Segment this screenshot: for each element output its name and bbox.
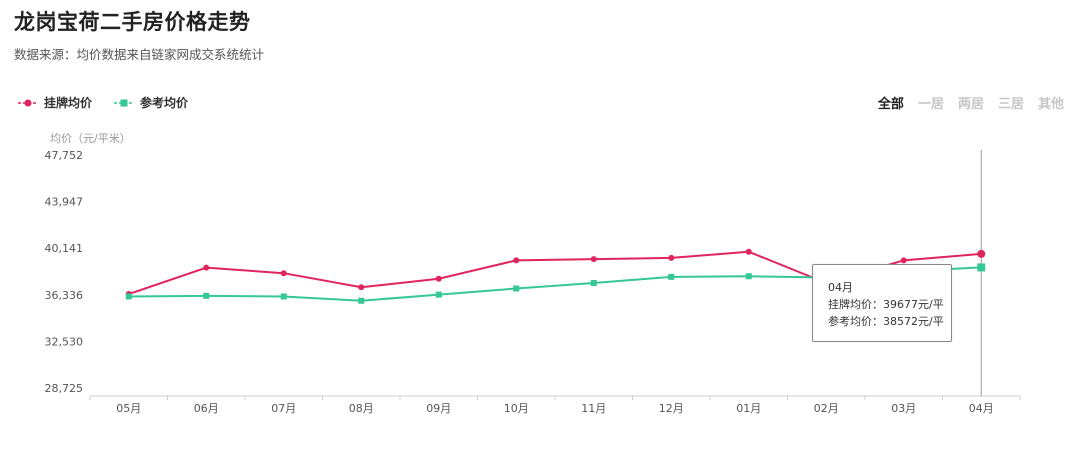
series-1-point xyxy=(125,293,132,300)
series-1-point xyxy=(590,279,597,286)
tooltip-reference-price: 参考均价：38572元/平 xyxy=(828,315,944,328)
series-1-point xyxy=(977,263,986,272)
x-tick-label: 12月 xyxy=(659,402,684,415)
legend-marker-square-icon xyxy=(114,99,135,106)
x-tick-label: 03月 xyxy=(891,402,916,415)
tooltip-listing-price: 挂牌均价：39677元/平 xyxy=(828,298,944,311)
series-0-point xyxy=(668,254,675,261)
y-tick-label: 32,530 xyxy=(45,335,84,348)
series-0-point xyxy=(745,248,752,255)
series-1-point xyxy=(668,273,675,280)
x-tick-label: 01月 xyxy=(736,402,761,415)
series-1-point xyxy=(280,293,287,300)
legend: 挂牌均价 参考均价 xyxy=(18,94,210,111)
series-1-point xyxy=(358,297,365,304)
x-tick-label: 02月 xyxy=(814,402,839,415)
y-tick-label: 36,336 xyxy=(45,289,84,302)
series-0-point xyxy=(203,264,210,271)
tab-two-rooms[interactable]: 两居 xyxy=(957,97,984,112)
legend-item-listing-price[interactable]: 挂牌均价 xyxy=(18,94,92,111)
series-0-point xyxy=(590,256,597,263)
tab-other[interactable]: 其他 xyxy=(1037,97,1064,112)
series-0-point xyxy=(435,275,442,282)
series-0-point xyxy=(358,284,365,291)
x-tick-label: 10月 xyxy=(504,402,529,415)
series-1-point xyxy=(745,273,752,280)
series-0-point xyxy=(513,257,520,264)
y-tick-label: 47,752 xyxy=(45,149,84,162)
chart-subtitle: 数据来源：均价数据来自链家网成交系统统计 xyxy=(14,47,265,62)
x-tick-label: 05月 xyxy=(116,402,141,415)
chart-title: 龙岗宝荷二手房价格走势 xyxy=(14,10,251,34)
tab-one-room[interactable]: 一居 xyxy=(917,97,944,112)
series-1-point xyxy=(435,291,442,298)
y-tick-label: 28,725 xyxy=(45,382,84,395)
room-type-tabs: 全部 一居 两居 三居 其他 xyxy=(864,93,1064,112)
y-tick-label: 40,141 xyxy=(45,242,84,255)
series-1-point xyxy=(203,292,210,299)
y-tick-label: 43,947 xyxy=(45,196,84,209)
legend-label-reference-price: 参考均价 xyxy=(140,96,189,110)
tooltip-month: 04月 xyxy=(828,281,853,294)
series-0-point xyxy=(900,257,907,264)
y-axis-label: 均价（元/平米） xyxy=(50,132,131,145)
series-0-point xyxy=(280,270,287,277)
legend-label-listing-price: 挂牌均价 xyxy=(44,96,93,110)
x-tick-label: 04月 xyxy=(969,402,994,415)
legend-item-reference-price[interactable]: 参考均价 xyxy=(114,94,188,111)
tab-three-rooms[interactable]: 三居 xyxy=(997,97,1024,112)
x-tick-label: 06月 xyxy=(194,402,219,415)
x-tick-label: 08月 xyxy=(349,402,374,415)
series-0-point xyxy=(977,249,986,258)
chart-tooltip: 04月 挂牌均价：39677元/平 参考均价：38572元/平 xyxy=(812,264,952,342)
x-tick-label: 07月 xyxy=(271,402,296,415)
legend-marker-circle-icon xyxy=(18,99,38,106)
series-1-point xyxy=(513,285,520,292)
x-tick-label: 11月 xyxy=(581,402,606,415)
x-tick-label: 09月 xyxy=(426,402,451,415)
tab-all[interactable]: 全部 xyxy=(877,97,904,112)
